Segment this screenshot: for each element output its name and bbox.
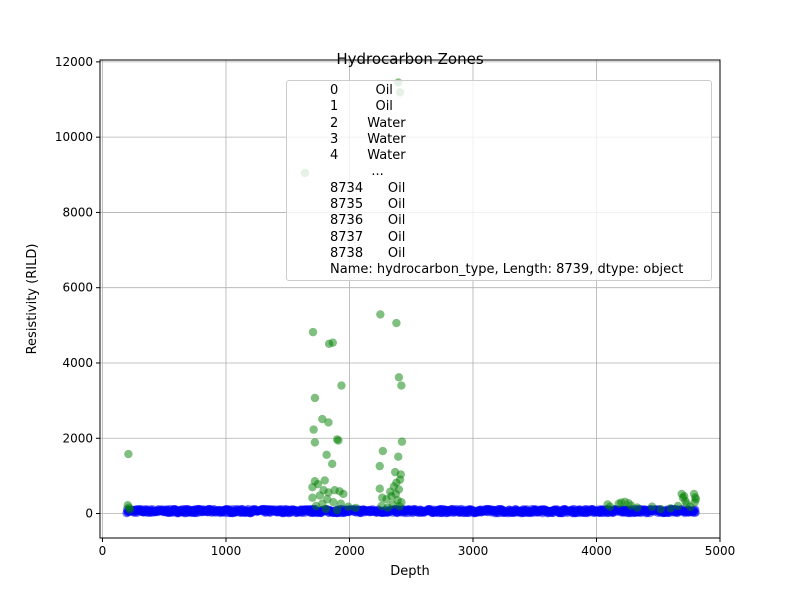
oil-point: [647, 502, 657, 511]
legend-box: [286, 80, 712, 281]
axes: 0 1000 2000 3000 4000 5000 0 2000 4000 6000 8000 10…: [55, 55, 735, 558]
water-series: [122, 504, 700, 518]
oil-point: [344, 502, 353, 511]
x-axis-label: Depth: [390, 564, 430, 579]
water-point: [691, 508, 700, 517]
oil-series: [123, 78, 701, 515]
oil-point: [378, 446, 388, 456]
oil-point: [397, 437, 407, 446]
y-tick-label: 6000: [62, 281, 93, 295]
oil-point: [332, 505, 342, 515]
oil-point: [351, 503, 360, 513]
oil-point: [388, 500, 397, 509]
plot-frame: [99, 59, 721, 539]
oil-point: [395, 475, 405, 484]
oil-point: [327, 459, 337, 469]
oil-point: [308, 493, 317, 502]
oil-point: [394, 452, 403, 461]
chart-title: Hydrocarbon Zones: [336, 50, 483, 68]
y-axis-label: Resistivity (RILD): [25, 244, 40, 355]
oil-point: [124, 449, 133, 459]
x-tick-label: 1000: [211, 544, 242, 558]
oil-point: [328, 338, 338, 347]
oil-point: [656, 504, 665, 514]
x-tick-label: 5000: [705, 544, 736, 558]
y-tick-label: 0: [85, 507, 93, 521]
oil-point: [395, 502, 404, 511]
oil-point: [690, 498, 699, 507]
oil-point: [334, 436, 343, 445]
x-tick-label: 4000: [581, 544, 612, 558]
legend-text: 0 Oil 1 Oil 2 Water 3 Water 4 Water ... …: [330, 83, 684, 278]
oil-point: [392, 318, 401, 328]
oil-point: [320, 476, 329, 485]
oil-point: [337, 381, 346, 390]
oil-point: [310, 393, 320, 403]
x-tick-label: 0: [99, 544, 107, 558]
oil-point: [673, 501, 683, 511]
oil-point: [376, 310, 385, 319]
oil-point: [315, 491, 325, 500]
oil-point: [605, 502, 615, 511]
y-tick-label: 10000: [55, 130, 93, 144]
y-tick-label: 4000: [62, 356, 93, 370]
oil-point: [391, 489, 400, 499]
oil-point: [394, 373, 404, 382]
x-tick-label: 3000: [458, 544, 489, 558]
oil-point: [339, 489, 348, 499]
oil-point: [308, 327, 318, 337]
oil-point: [313, 479, 323, 489]
oil-point: [318, 414, 327, 424]
oil-point: [375, 461, 384, 471]
oil-point: [324, 418, 333, 427]
oil-point: [397, 381, 406, 390]
oil-point: [310, 438, 320, 447]
oil-point: [336, 499, 346, 508]
y-tick-label: 8000: [62, 205, 93, 219]
oil-point: [125, 505, 135, 514]
y-tick-label: 12000: [55, 55, 93, 69]
oil-point: [633, 503, 642, 512]
y-tick-label: 2000: [62, 431, 93, 445]
x-tick-label: 2000: [334, 544, 365, 558]
oil-point: [375, 484, 384, 493]
oil-point: [322, 450, 331, 460]
oil-point: [309, 425, 318, 434]
oil-point: [329, 498, 338, 507]
oil-point: [321, 504, 331, 514]
oil-point: [666, 504, 675, 513]
